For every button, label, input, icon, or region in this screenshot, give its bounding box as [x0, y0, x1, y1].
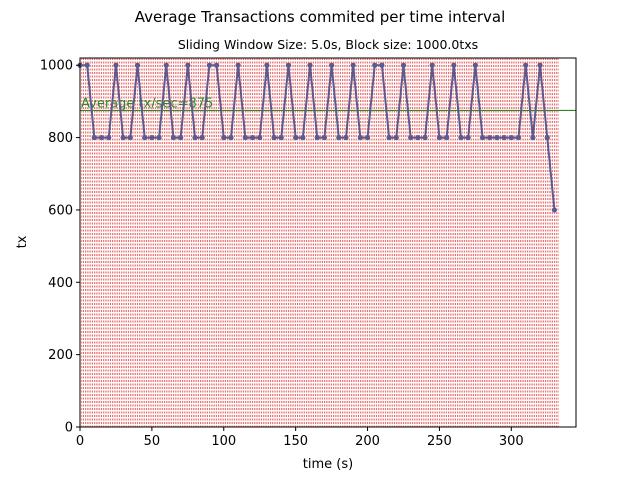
plot-frame	[79, 57, 577, 428]
data-point	[199, 134, 205, 141]
x-tick-label: 250	[427, 434, 452, 449]
data-point	[501, 134, 507, 141]
data-point	[257, 134, 263, 141]
data-point	[436, 134, 443, 141]
data-point	[350, 62, 356, 68]
x-tick-label: 0	[76, 434, 84, 449]
data-point	[249, 134, 256, 141]
data-point	[163, 62, 169, 68]
data-point	[134, 62, 141, 68]
data-point	[544, 134, 550, 141]
data-point	[508, 134, 514, 141]
data-point	[515, 134, 522, 141]
data-point	[228, 134, 234, 141]
y-tick-label: 0	[65, 421, 73, 436]
x-tick-label: 100	[211, 434, 236, 449]
x-tick-label: 300	[499, 434, 524, 449]
data-point	[523, 62, 529, 68]
data-point	[372, 62, 378, 68]
x-tick-label: 150	[283, 434, 308, 449]
data-point	[487, 134, 493, 141]
data-point	[120, 134, 126, 141]
data-point	[321, 134, 328, 141]
data-point	[156, 134, 162, 141]
data-point	[84, 62, 90, 68]
data-point	[530, 134, 536, 141]
x-tick-label: 50	[144, 434, 161, 449]
series-layer	[77, 62, 558, 213]
data-point	[213, 62, 220, 68]
data-point	[192, 134, 198, 141]
x-tick-label: 200	[355, 434, 380, 449]
data-point	[328, 62, 335, 68]
data-point	[336, 134, 342, 141]
average-label: Average tx/sec=875	[81, 96, 213, 111]
data-point	[364, 134, 371, 141]
data-point	[293, 134, 299, 141]
data-point	[206, 62, 212, 68]
data-point	[307, 62, 313, 68]
data-point	[142, 134, 148, 141]
y-tick-label: 1000	[40, 59, 73, 74]
chart-subtitle: Sliding Window Size: 5.0s, Block size: 1…	[178, 37, 478, 52]
x-axis: 0 50 100 150 200 250 300	[76, 427, 524, 449]
data-point	[271, 134, 277, 141]
data-point	[149, 134, 155, 141]
data-point	[91, 134, 97, 141]
data-point	[458, 134, 464, 141]
data-point	[98, 134, 105, 141]
data-point	[408, 134, 414, 141]
data-point	[127, 134, 133, 141]
data-point	[314, 134, 320, 141]
data-point	[106, 134, 112, 141]
data-point	[300, 134, 306, 141]
data-point	[429, 62, 435, 68]
data-point	[343, 134, 349, 141]
data-point	[537, 62, 543, 68]
data-point	[278, 134, 284, 141]
data-point	[472, 62, 478, 68]
data-point	[479, 134, 486, 141]
data-point	[444, 134, 450, 141]
data-point	[178, 134, 184, 141]
y-tick-label: 600	[48, 203, 73, 218]
data-point	[415, 134, 421, 141]
y-tick-label: 800	[48, 131, 73, 146]
data-point	[242, 134, 248, 141]
data-point	[494, 134, 500, 141]
data-point	[185, 62, 191, 68]
data-point	[264, 62, 270, 68]
data-point	[451, 62, 457, 68]
y-axis: 0 200 400 600 800 1000	[40, 59, 80, 436]
data-point	[465, 134, 471, 141]
data-point	[221, 134, 227, 141]
data-point	[422, 134, 428, 141]
x-axis-label: time (s)	[303, 457, 353, 472]
data-point	[235, 62, 241, 68]
chart-title: Average Transactions commited per time i…	[135, 8, 506, 26]
data-point	[551, 207, 558, 213]
data-point	[379, 62, 385, 68]
y-tick-label: 400	[48, 276, 73, 291]
data-point	[113, 62, 119, 68]
y-axis-label: tx	[15, 235, 30, 248]
data-point	[357, 134, 363, 141]
y-tick-label: 200	[48, 348, 73, 363]
data-point	[386, 134, 392, 141]
data-point	[170, 134, 177, 141]
data-point	[393, 134, 399, 141]
data-point	[285, 62, 292, 68]
block-lines	[79, 58, 559, 427]
data-point	[400, 62, 407, 68]
